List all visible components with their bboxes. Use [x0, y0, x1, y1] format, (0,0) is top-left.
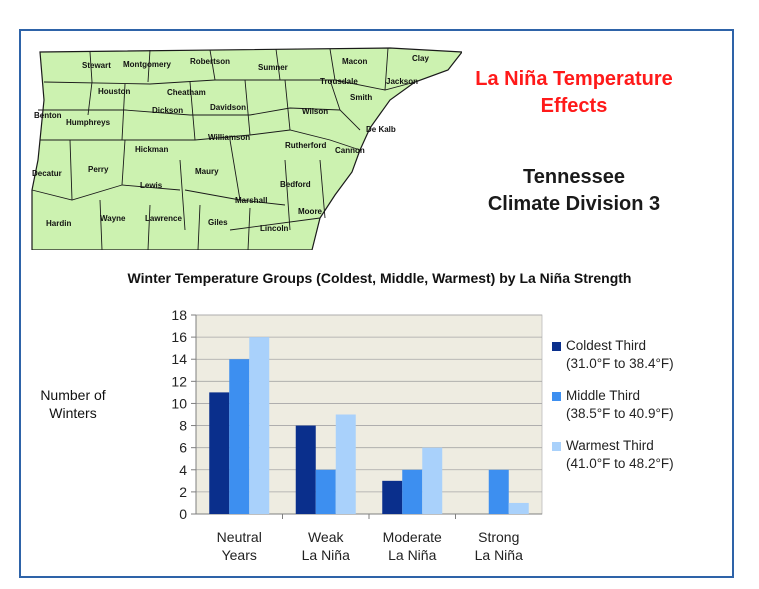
- county-label: Giles: [208, 218, 228, 227]
- y-tick-label: 12: [171, 373, 187, 389]
- legend-swatch-coldest: [552, 342, 561, 351]
- x-tick-label: Neutral: [217, 529, 262, 545]
- county-label: Hickman: [135, 145, 168, 154]
- bar: [488, 469, 509, 514]
- county-label: Houston: [98, 87, 131, 96]
- x-tick-label: La Niña: [388, 547, 436, 563]
- y-tick-label: 10: [171, 395, 187, 411]
- map-outline: [31, 47, 462, 250]
- bar: [422, 447, 443, 514]
- x-tick-label: Moderate: [383, 529, 442, 545]
- y-tick-label: 18: [171, 307, 187, 323]
- legend-item-middle: Middle Third (38.5°F to 40.9°F): [552, 387, 732, 423]
- county-label: Stewart: [82, 61, 111, 70]
- slide-subtitle-line1: Tennessee: [523, 166, 625, 188]
- county-label: Lincoln: [260, 224, 289, 233]
- x-tick-label: Years: [222, 547, 257, 563]
- legend-range: (38.5°F to 40.9°F): [566, 406, 674, 421]
- y-tick-label: 2: [179, 484, 187, 500]
- county-label: Bedford: [280, 180, 311, 189]
- y-tick-label: 14: [171, 351, 187, 367]
- legend-item-warmest: Warmest Third (41.0°F to 48.2°F): [552, 437, 732, 473]
- county-label: Smith: [350, 93, 372, 102]
- legend-label: Middle Third: [566, 388, 641, 403]
- county-label: De Kalb: [366, 125, 396, 134]
- y-axis-label-line2: Winters: [49, 405, 97, 421]
- slide-title: La Niña Temperature Effects: [456, 66, 692, 120]
- county-label: Davidson: [210, 103, 246, 112]
- county-label: Trousdale: [320, 77, 358, 86]
- bar: [229, 359, 250, 514]
- chart-title: Winter Temperature Groups (Coldest, Midd…: [127, 270, 632, 286]
- bar: [402, 469, 423, 514]
- county-label: Rutherford: [285, 141, 326, 150]
- slide-title-line1: La Niña Temperature: [475, 68, 673, 90]
- county-label: Wilson: [302, 107, 328, 116]
- bar: [335, 414, 356, 514]
- x-tick-label: La Niña: [302, 547, 350, 563]
- y-axis-label-line1: Number of: [40, 387, 106, 403]
- county-label: Decatur: [32, 169, 62, 178]
- county-label: Lawrence: [145, 214, 182, 223]
- county-label: Williamson: [208, 133, 250, 142]
- slide-subtitle-line2: Climate Division 3: [487, 193, 661, 215]
- y-tick-label: 8: [179, 418, 187, 434]
- x-tick-label: Strong: [478, 529, 519, 545]
- county-label: Jackson: [386, 77, 418, 86]
- chart-legend: Coldest Third (31.0°F to 38.4°F) Middle …: [552, 337, 732, 487]
- county-label: Robertson: [190, 57, 230, 66]
- y-axis-label: Number of Winters: [38, 386, 108, 422]
- county-label: Cheatham: [167, 88, 206, 97]
- slide-subtitle: Tennessee Climate Division 3: [456, 164, 692, 218]
- bar: [249, 337, 270, 514]
- x-tick-label: La Niña: [475, 547, 523, 563]
- y-tick-label: 0: [179, 506, 187, 522]
- county-label: Macon: [342, 57, 367, 66]
- tennessee-division-3-map: Stewart Montgomery Robertson Sumner Maco…: [31, 47, 462, 250]
- x-tick-label: Weak: [308, 529, 345, 545]
- legend-label: Warmest Third: [566, 438, 654, 453]
- y-tick-label: 16: [171, 329, 187, 345]
- county-label: Dickson: [152, 106, 183, 115]
- legend-item-coldest: Coldest Third (31.0°F to 38.4°F): [552, 337, 732, 373]
- bar: [315, 469, 336, 514]
- legend-label: Coldest Third: [566, 338, 647, 353]
- county-label: Sumner: [258, 63, 288, 72]
- county-lines: [31, 47, 416, 250]
- legend-range: (31.0°F to 38.4°F): [566, 356, 674, 371]
- county-label: Maury: [195, 167, 219, 176]
- county-label: Perry: [88, 165, 109, 174]
- county-label: Marshall: [235, 196, 267, 205]
- county-label: Cannon: [335, 146, 365, 155]
- legend-swatch-warmest: [552, 442, 561, 451]
- slide-title-line2: Effects: [540, 95, 608, 117]
- county-label: Benton: [34, 111, 62, 120]
- county-label: Lewis: [140, 181, 163, 190]
- y-tick-label: 6: [179, 440, 187, 456]
- y-tick-label: 4: [179, 462, 187, 478]
- bar: [209, 392, 230, 514]
- county-label: Moore: [298, 207, 323, 216]
- county-label: Humphreys: [66, 118, 111, 127]
- county-label: Clay: [412, 54, 429, 63]
- bar: [295, 425, 316, 514]
- county-label: Montgomery: [123, 60, 172, 69]
- county-label: Wayne: [100, 214, 126, 223]
- legend-range: (41.0°F to 48.2°F): [566, 456, 674, 471]
- bar: [382, 480, 403, 514]
- legend-swatch-middle: [552, 392, 561, 401]
- county-label: Hardin: [46, 219, 71, 228]
- bar: [508, 502, 529, 514]
- county-labels: Stewart Montgomery Robertson Sumner Maco…: [32, 54, 429, 233]
